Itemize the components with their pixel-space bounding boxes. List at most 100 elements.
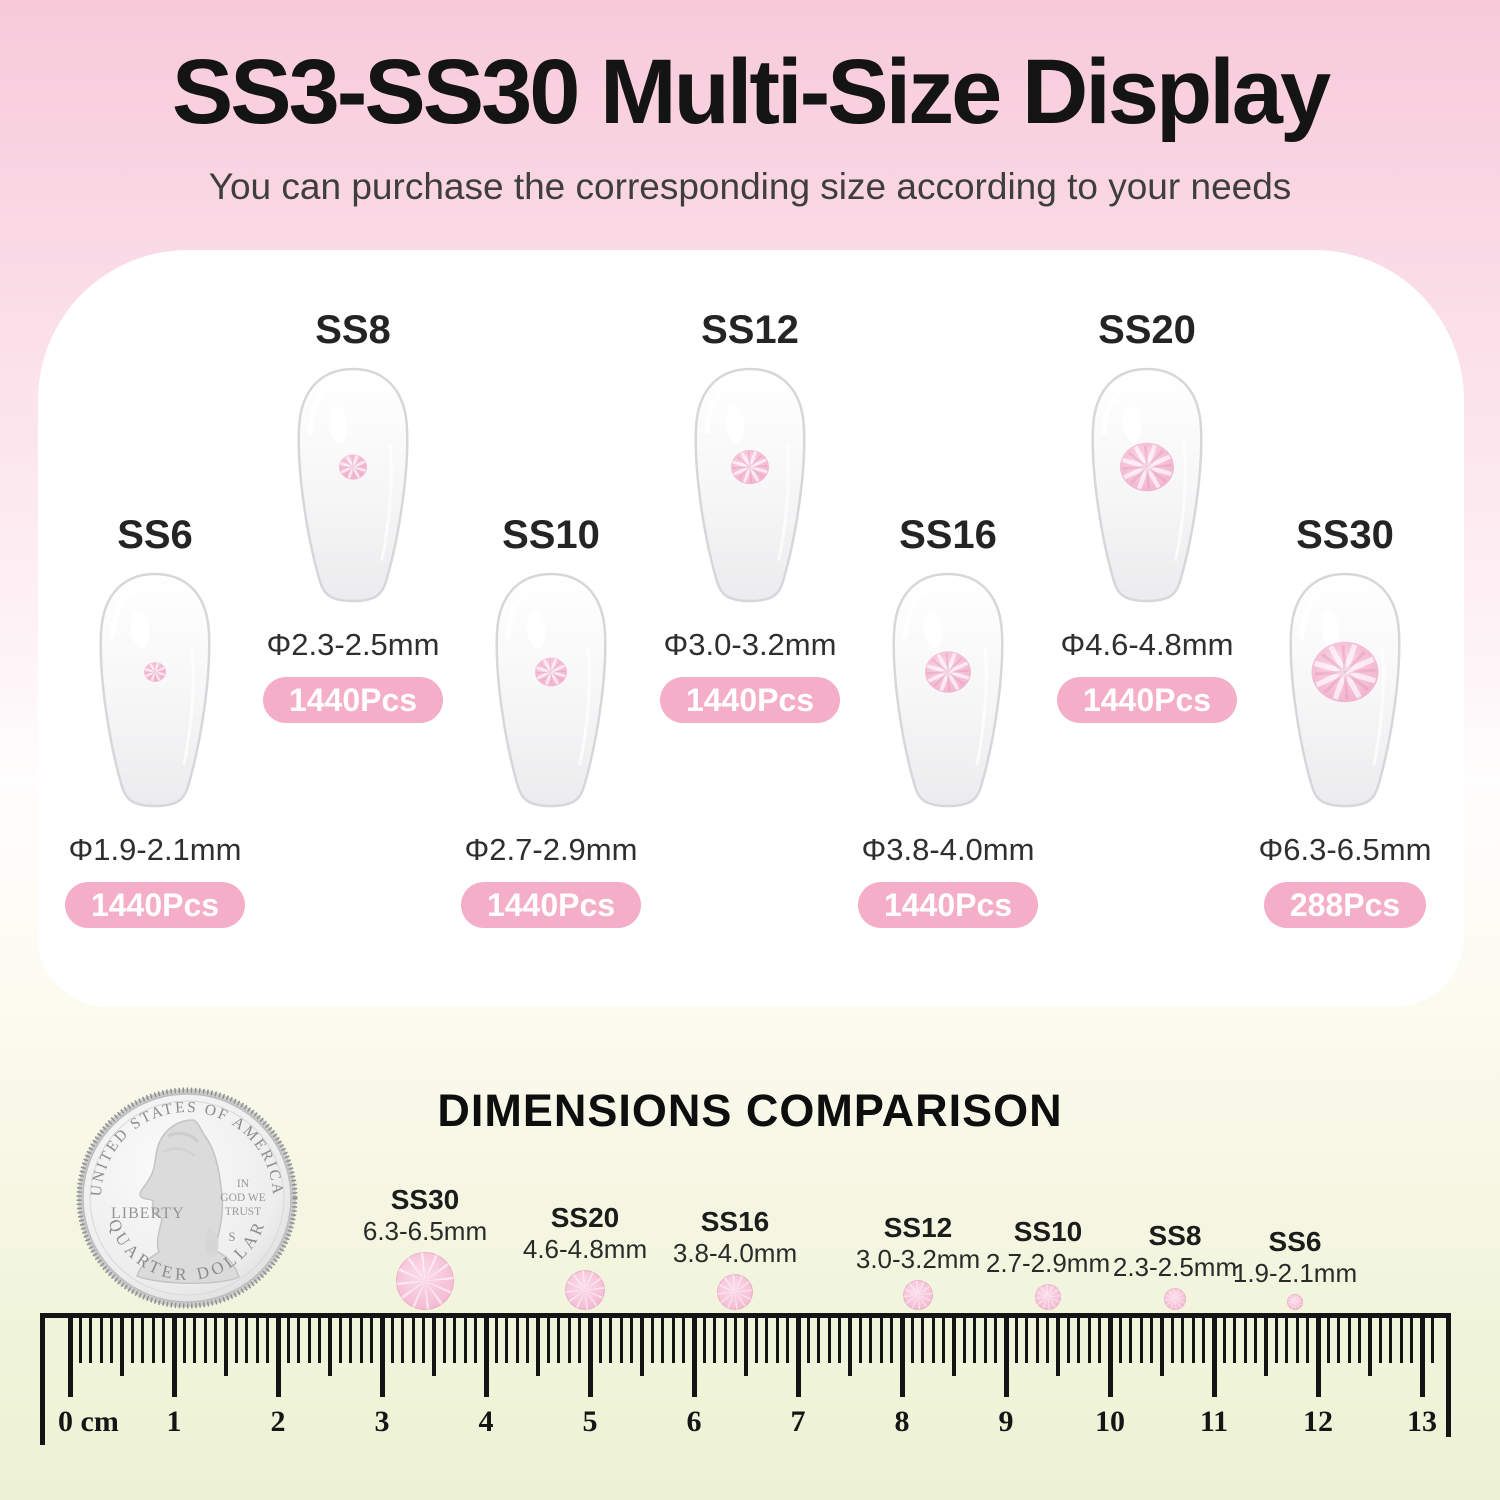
ruler-mm-tick — [1118, 1313, 1122, 1363]
ruler-mm-tick — [661, 1313, 665, 1363]
ruler-cm-tick — [67, 1313, 73, 1397]
ruler-half-cm-tick — [1264, 1313, 1268, 1376]
ruler-mm-tick — [1306, 1313, 1310, 1363]
size-code-label: SS8 — [315, 308, 391, 352]
ruler-mm-tick — [266, 1313, 270, 1363]
comparison-size-range: 2.7-2.9mm — [985, 1248, 1111, 1278]
size-code-label: SS12 — [701, 308, 799, 352]
ruler-mm-tick — [1243, 1313, 1247, 1363]
ruler-number: 4 — [478, 1405, 494, 1438]
coin-mint-mark: S — [229, 1230, 236, 1244]
ruler-mm-tick — [1358, 1313, 1362, 1363]
ruler-half-cm-tick — [328, 1313, 332, 1376]
hair-detail — [162, 1147, 196, 1157]
ruler-mm-tick — [598, 1313, 602, 1363]
ruler-mm-tick — [1098, 1313, 1102, 1363]
comparison-item: SS10 2.7-2.9mm — [973, 1160, 1123, 1310]
ruler-mm-tick — [786, 1313, 790, 1363]
ruler-mm-tick — [442, 1313, 446, 1363]
ruler-mm-tick — [609, 1313, 613, 1363]
ruler-half-cm-tick — [224, 1313, 228, 1376]
ruler-mm-tick — [962, 1313, 966, 1363]
ruler-half-cm-tick — [1160, 1313, 1164, 1376]
rhinestone-dot — [717, 1274, 753, 1310]
rhinestone-gem — [925, 651, 971, 693]
size-column: SS8 Φ2.3-2.5mm 1440Pcs — [253, 306, 453, 723]
ruler-mm-tick — [453, 1313, 457, 1363]
ruler-mm-tick — [1430, 1313, 1434, 1363]
size-code-label: SS10 — [502, 513, 600, 557]
ruler-half-cm-tick — [432, 1313, 436, 1376]
diameter-label: Φ6.3-6.5mm — [1258, 832, 1432, 867]
ruler-number: 3 — [374, 1405, 390, 1438]
ruler-mm-tick — [1222, 1313, 1226, 1363]
ruler-mm-tick — [1337, 1313, 1341, 1363]
ruler-cm-tick — [1315, 1313, 1321, 1397]
rhinestone-gem — [535, 657, 567, 687]
comparison-size-range: 3.8-4.0mm — [672, 1238, 798, 1268]
ruler-mm-tick — [307, 1313, 311, 1363]
ruler: 0 cm 1 2 3 4 5 6 7 8 9 10 11 12 13 — [40, 1313, 1451, 1458]
nail-shine — [182, 647, 195, 766]
ruler-mm-tick — [214, 1313, 218, 1363]
quantity-badge: 1440Pcs — [460, 882, 642, 928]
diameter-label: Φ2.7-2.9mm — [464, 832, 638, 867]
rhinestone-gem — [339, 454, 367, 480]
ruler-mm-tick — [1035, 1313, 1039, 1363]
ruler-mm-tick — [203, 1313, 207, 1363]
ruler-number: 2 — [270, 1405, 286, 1438]
nail-highlight — [725, 405, 745, 443]
ruler-mm-tick — [255, 1313, 259, 1363]
ruler-mm-tick — [557, 1313, 561, 1363]
diameter-label: Φ3.0-3.2mm — [663, 627, 837, 662]
ruler-mm-tick — [567, 1313, 571, 1363]
comparison-size-range: 4.6-4.8mm — [522, 1234, 648, 1264]
ruler-mm-tick — [99, 1313, 103, 1363]
ruler-mm-tick — [838, 1313, 842, 1363]
ruler-mm-tick — [1274, 1313, 1278, 1363]
nail-shine — [1299, 580, 1347, 640]
ruler-left-edge — [40, 1313, 45, 1445]
ruler-cm-tick — [587, 1313, 593, 1397]
ruler-mm-tick — [1378, 1313, 1382, 1363]
comparison-item: SS12 3.0-3.2mm — [843, 1160, 993, 1310]
rhinestone-dot — [903, 1280, 933, 1310]
ruler-mm-tick — [130, 1313, 134, 1363]
comparison-size-code: SS16 — [700, 1206, 770, 1237]
size-column: SS16 Φ3.8-4.0mm 1440Pcs — [848, 511, 1048, 928]
size-column: SS12 Φ3.0-3.2mm 1440Pcs — [650, 306, 850, 723]
nail-tip-image — [1289, 572, 1401, 808]
ruler-mm-tick — [1170, 1313, 1174, 1363]
quarter-coin: UNITED STATES OF AMERICA QUARTER DOLLAR … — [75, 1086, 299, 1310]
nail-shine — [1101, 375, 1149, 435]
nail-tip-image — [1091, 367, 1203, 603]
quantity-badge: 288Pcs — [1263, 882, 1427, 928]
ruler-mm-tick — [734, 1313, 738, 1363]
ruler-mm-tick — [682, 1313, 686, 1363]
ruler-mm-tick — [245, 1313, 249, 1363]
ruler-mm-tick — [973, 1313, 977, 1363]
ruler-half-cm-tick — [1056, 1313, 1060, 1376]
size-column: SS20 Φ4.6-4.8mm 1440Pcs — [1047, 306, 1247, 723]
ruler-cm-tick — [275, 1313, 281, 1397]
ruler-mm-tick — [494, 1313, 498, 1363]
ruler-mm-tick — [1066, 1313, 1070, 1363]
comparison-size-code: SS10 — [1013, 1216, 1083, 1247]
ruler-mm-tick — [1014, 1313, 1018, 1363]
nail-shine — [1174, 442, 1187, 561]
ruler-cm-tick — [691, 1313, 697, 1397]
comparison-item: SS6 1.9-2.1mm — [1220, 1160, 1370, 1310]
diameter-label: Φ4.6-4.8mm — [1060, 627, 1234, 662]
nail-tip-image — [892, 572, 1004, 808]
nail-highlight — [130, 610, 150, 648]
ruler-mm-tick — [1087, 1313, 1091, 1363]
ruler-mm-tick — [193, 1313, 197, 1363]
ruler-half-cm-tick — [1368, 1313, 1372, 1376]
rhinestone-dot — [1164, 1288, 1186, 1310]
ruler-cm-tick — [795, 1313, 801, 1397]
ruler-mm-tick — [349, 1313, 353, 1363]
ruler-mm-tick — [921, 1313, 925, 1363]
ruler-mm-tick — [578, 1313, 582, 1363]
comparison-title: DIMENSIONS COMPARISON — [437, 1085, 1063, 1136]
ruler-mm-tick — [151, 1313, 155, 1363]
